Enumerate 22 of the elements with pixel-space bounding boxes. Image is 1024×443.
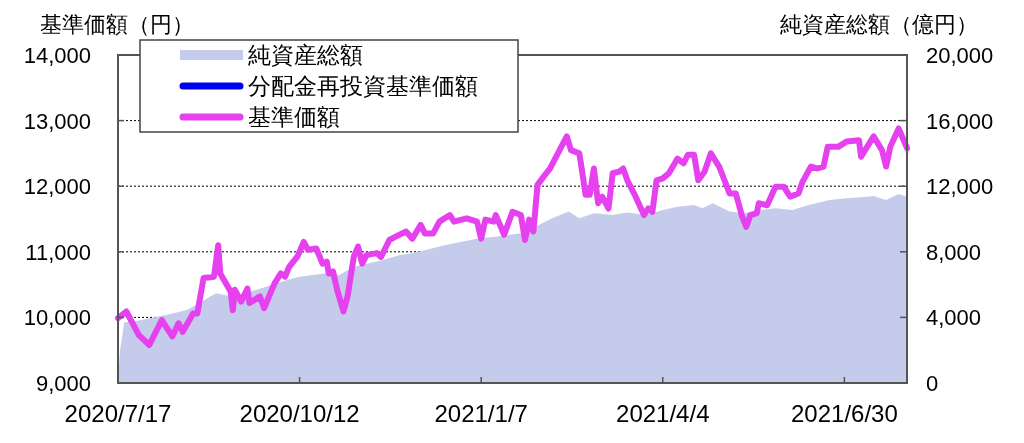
- y2-tick-label: 4,000: [926, 305, 982, 331]
- y2-tick-label: 12,000: [926, 174, 994, 200]
- y2-tick-label: 0: [926, 371, 939, 396]
- x-tick-label: 2020/7/17: [64, 400, 172, 427]
- x-tick-label: 2021/6/30: [790, 400, 898, 427]
- y-tick-label: 10,000: [23, 305, 91, 331]
- y-axis-title: 基準価額（円）: [40, 12, 194, 37]
- y2-tick-label: 20,000: [926, 43, 994, 68]
- y2-tick-label: 16,000: [926, 108, 994, 134]
- x-tick-label: 2021/4/4: [616, 400, 710, 427]
- y-tick-label: 9,000: [35, 371, 91, 396]
- y2-axis-title: 純資産総額（億円）: [780, 12, 978, 37]
- legend-label: 分配金再投資基準価額: [248, 73, 478, 99]
- y2-tick-label: 8,000: [926, 239, 982, 265]
- y-tick-label: 11,000: [25, 239, 91, 265]
- x-tick-label: 2021/1/7: [434, 400, 528, 427]
- y-tick-label: 13,000: [23, 108, 91, 134]
- legend-label: 基準価額: [248, 104, 340, 130]
- x-tick-label: 2020/10/12: [239, 400, 360, 427]
- legend-label: 純資産総額: [248, 42, 363, 68]
- y-tick-label: 12,000: [23, 174, 91, 200]
- y-tick-label: 14,000: [23, 43, 91, 68]
